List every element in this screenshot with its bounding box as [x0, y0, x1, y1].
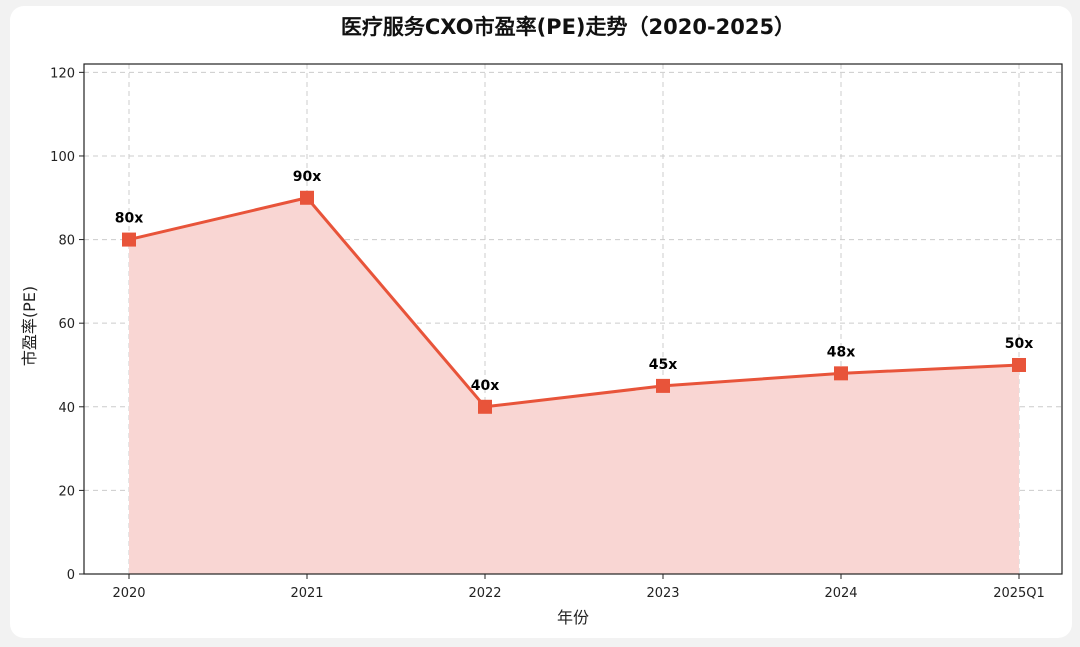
y-tick-label: 80	[58, 234, 75, 249]
data-point-marker	[122, 232, 136, 247]
marker-layer	[122, 190, 1026, 414]
plot-frame	[83, 63, 1063, 575]
y-tick-label: 120	[50, 66, 75, 81]
data-label: 40x	[471, 378, 500, 394]
y-axis-label: 市盈率(PE)	[20, 286, 39, 366]
y-axis-ticks: 0 20 40 60 80 100 120	[50, 66, 84, 583]
x-tick-label: 2024	[824, 586, 857, 601]
y-tick-label: 40	[58, 401, 75, 416]
y-tick-label: 60	[58, 317, 75, 332]
data-point-marker	[300, 190, 314, 205]
series-line	[128, 196, 1020, 409]
data-label: 48x	[827, 344, 856, 360]
x-tick-label: 2022	[468, 586, 501, 601]
data-point-marker	[656, 378, 670, 393]
data-label: 80x	[115, 211, 144, 227]
y-tick-label: 20	[58, 484, 75, 499]
x-tick-label: 2023	[646, 586, 679, 601]
data-label: 45x	[649, 357, 678, 373]
series-line-layer	[128, 196, 1020, 409]
area-fill	[129, 197, 1019, 574]
data-point-marker	[834, 366, 848, 381]
x-tick-label: 2020	[112, 586, 145, 601]
x-tick-label: 2025Q1	[993, 586, 1045, 601]
x-axis-ticks: 2020 2021 2022 2023 2024 2025Q1	[112, 574, 1045, 601]
data-point-marker	[478, 399, 492, 414]
chart-card: 医疗服务CXO市盈率(PE)走势（2020-2025） 80x 90x 40x 45x…	[10, 6, 1072, 638]
x-tick-label: 2021	[290, 586, 323, 601]
x-axis-label: 年份	[557, 608, 589, 627]
area-fill-layer	[129, 197, 1019, 574]
y-tick-label: 0	[67, 568, 75, 583]
data-label-layer: 80x 90x 40x 45x 48x 50x	[115, 169, 1034, 394]
y-tick-label: 100	[50, 150, 75, 165]
data-point-marker	[1012, 357, 1026, 372]
data-label: 90x	[293, 169, 322, 185]
pe-trend-chart: 医疗服务CXO市盈率(PE)走势（2020-2025） 80x 90x 40x 45x…	[20, 15, 1063, 627]
chart-title: 医疗服务CXO市盈率(PE)走势（2020-2025）	[341, 15, 795, 39]
data-label: 50x	[1005, 336, 1034, 352]
